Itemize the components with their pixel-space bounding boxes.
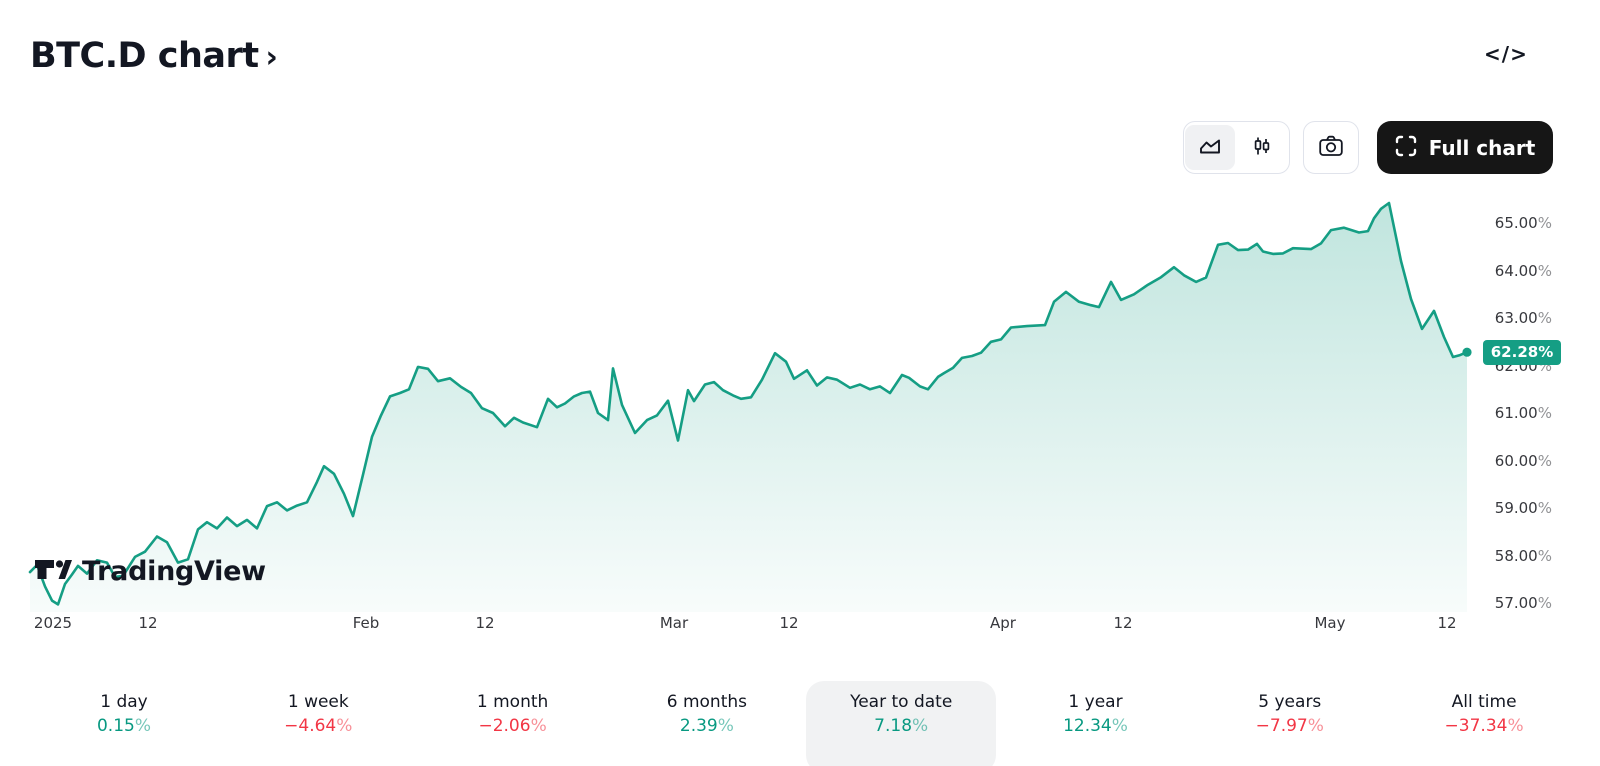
full-chart-label: Full chart [1428, 135, 1536, 160]
x-axis-label: 12 [1437, 614, 1457, 632]
area-chart-type-button[interactable] [1185, 125, 1235, 170]
range-button-5-years[interactable]: 5 years −7.97% [1195, 681, 1385, 766]
snapshot-button[interactable] [1303, 121, 1359, 174]
range-label: 1 week [287, 692, 349, 712]
range-change-value: −4.64% [284, 716, 353, 736]
range-change-value: 2.39% [679, 716, 734, 736]
range-button-1-year[interactable]: 1 year 12.34% [1001, 681, 1191, 766]
range-change-value: 0.15% [96, 716, 151, 736]
range-label: 1 year [1068, 692, 1123, 712]
x-axis-label: 12 [475, 614, 495, 632]
x-axis-label: 12 [138, 614, 158, 632]
tradingview-watermark[interactable]: TradingView [33, 553, 266, 589]
y-axis-label: 61.00% [1494, 404, 1552, 422]
range-change-value: −37.34% [1444, 716, 1524, 736]
y-axis-label: 63.00% [1494, 309, 1552, 327]
area-fill [30, 203, 1467, 612]
range-button-1-week[interactable]: 1 week −4.64% [223, 681, 413, 766]
range-button-1-day[interactable]: 1 day 0.15% [29, 681, 219, 766]
x-axis-label: 12 [1113, 614, 1133, 632]
range-label: 5 years [1258, 692, 1322, 712]
x-axis-label: May [1314, 614, 1346, 632]
tradingview-logo-icon [33, 553, 73, 589]
x-axis-label: Apr [990, 614, 1016, 632]
range-button-year-to-date[interactable]: Year to date 7.18% [806, 681, 997, 766]
range-button-all-time[interactable]: All time −37.34% [1389, 681, 1579, 766]
x-axis-label: Feb [352, 614, 380, 632]
candlestick-icon [1252, 136, 1272, 160]
range-label: All time [1451, 692, 1517, 712]
x-axis-label: Mar [659, 614, 689, 632]
price-chart[interactable] [0, 190, 1600, 620]
y-axis-label: 65.00% [1494, 214, 1552, 232]
range-label: 1 month [476, 692, 549, 712]
x-axis-label: 2025 [33, 614, 73, 632]
chart-type-segmented-control [1183, 121, 1290, 174]
range-change-value: −2.06% [478, 716, 547, 736]
chart-toolbar: Full chart [0, 121, 1600, 174]
range-change-value: 12.34% [1063, 716, 1128, 736]
x-axis-label: 12 [779, 614, 799, 632]
page-title-link[interactable]: BTC.D chart › [30, 36, 278, 76]
chevron-right-icon: › [265, 39, 278, 75]
area-chart-icon [1199, 137, 1221, 159]
range-change-value: 7.18% [874, 716, 929, 736]
full-chart-button[interactable]: Full chart [1377, 121, 1553, 174]
last-price-dot [1462, 347, 1472, 357]
current-price-badge: 62.28% [1483, 339, 1561, 365]
page-title: BTC.D chart [30, 36, 259, 76]
embed-code-icon[interactable]: </> [1484, 42, 1528, 66]
camera-icon [1318, 134, 1344, 162]
candlestick-chart-type-button[interactable] [1237, 125, 1287, 170]
tradingview-watermark-text: TradingView [82, 555, 266, 587]
range-change-value: −7.97% [1255, 716, 1324, 736]
fullscreen-icon [1395, 135, 1417, 161]
range-label: 1 day [100, 692, 148, 712]
range-button-1-month[interactable]: 1 month −2.06% [418, 681, 608, 766]
range-selector: 1 day 0.15% 1 week −4.64% 1 month −2.06%… [0, 681, 1600, 766]
y-axis-label: 64.00% [1494, 261, 1552, 280]
y-axis-label: 58.00% [1494, 546, 1552, 565]
range-button-6-months[interactable]: 6 months 2.39% [612, 681, 802, 766]
y-axis-label: 59.00% [1494, 499, 1552, 517]
range-label: 6 months [666, 692, 748, 712]
y-axis-label: 57.00% [1494, 594, 1552, 612]
y-axis-label: 60.00% [1494, 451, 1552, 470]
range-label: Year to date [850, 692, 953, 712]
price-line [28, 201, 1469, 606]
